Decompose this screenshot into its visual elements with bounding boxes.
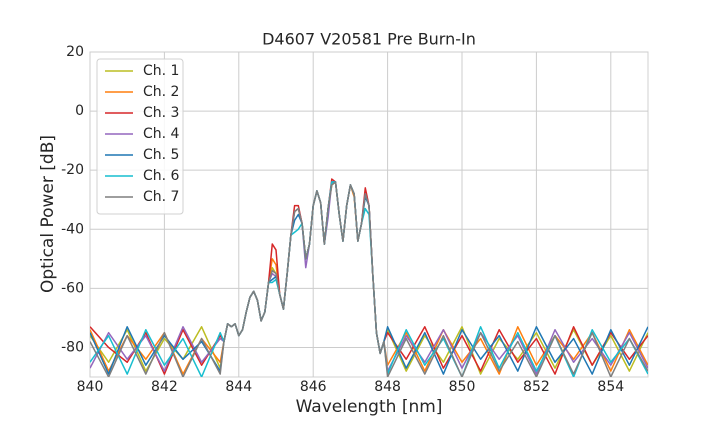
x-tick-label: 840 xyxy=(77,379,104,395)
y-tick-label: -40 xyxy=(61,221,84,237)
lines xyxy=(90,178,648,377)
legend: Ch. 1 Ch. 2 Ch. 3 Ch. 4 Ch. 5 Ch. 6 Ch. 7 xyxy=(96,58,184,215)
series-line xyxy=(90,181,648,377)
legend-label: Ch. 3 xyxy=(143,105,179,121)
legend-label: Ch. 7 xyxy=(143,189,179,205)
x-tick-label: 844 xyxy=(225,379,252,395)
y-tick-label: -60 xyxy=(61,280,84,296)
x-tick-label: 842 xyxy=(151,379,178,395)
chart-title: D4607 V20581 Pre Burn-In xyxy=(262,30,476,49)
legend-label: Ch. 4 xyxy=(143,126,180,142)
x-tick-label: 854 xyxy=(597,379,624,395)
legend-label: Ch. 1 xyxy=(143,63,179,79)
legend-label: Ch. 2 xyxy=(143,84,179,100)
legend-label: Ch. 6 xyxy=(143,168,180,184)
y-tick-label: 20 xyxy=(66,44,84,60)
labels: 840 842 844 846 848 850 852 854 -80 -60 -40 -20 0 20 xyxy=(61,44,624,395)
legend-label: Ch. 5 xyxy=(143,147,179,163)
y-tick-label: -80 xyxy=(61,339,84,355)
x-tick-label: 850 xyxy=(449,379,476,395)
y-tick-label: 0 xyxy=(75,103,84,119)
x-axis-label: Wavelength [nm] xyxy=(296,397,443,417)
x-tick-label: 846 xyxy=(300,379,327,395)
y-axis-label: Optical Power [dB] xyxy=(38,135,58,293)
y-tick-label: -20 xyxy=(61,162,84,178)
x-tick-label: 848 xyxy=(374,379,401,395)
x-tick-label: 852 xyxy=(523,379,550,395)
